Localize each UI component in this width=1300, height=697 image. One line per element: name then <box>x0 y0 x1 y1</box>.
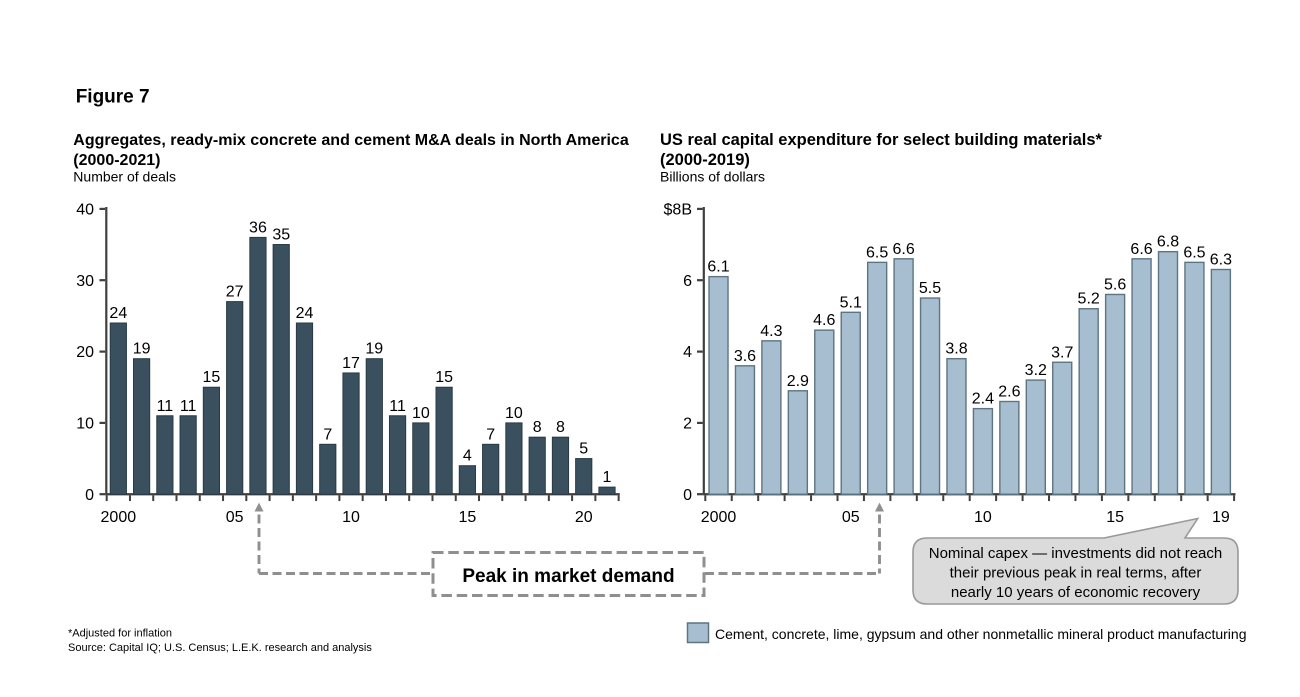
svg-text:10: 10 <box>505 405 523 422</box>
svg-text:2.4: 2.4 <box>972 391 994 408</box>
svg-text:8: 8 <box>533 419 542 436</box>
svg-text:10: 10 <box>342 509 360 526</box>
svg-text:(2000-2021): (2000-2021) <box>73 152 160 169</box>
svg-text:0: 0 <box>85 487 94 504</box>
svg-text:1: 1 <box>603 469 612 486</box>
svg-text:2000: 2000 <box>701 509 737 526</box>
svg-text:8: 8 <box>556 419 565 436</box>
svg-text:11: 11 <box>180 398 197 415</box>
svg-text:15: 15 <box>435 369 453 386</box>
svg-text:2000: 2000 <box>101 509 137 526</box>
svg-text:19: 19 <box>1212 509 1230 526</box>
svg-text:4.3: 4.3 <box>760 323 782 340</box>
svg-text:30: 30 <box>76 273 94 290</box>
svg-text:24: 24 <box>296 305 314 322</box>
svg-text:7: 7 <box>486 426 495 443</box>
svg-text:$8B: $8B <box>664 202 692 219</box>
svg-text:3.8: 3.8 <box>945 341 967 358</box>
svg-text:19: 19 <box>133 341 151 358</box>
svg-text:11: 11 <box>157 398 174 415</box>
svg-text:27: 27 <box>226 284 244 301</box>
svg-text:20: 20 <box>575 509 593 526</box>
svg-text:6.6: 6.6 <box>892 241 914 258</box>
svg-text:Nominal capex — investments di: Nominal capex — investments did not reac… <box>929 545 1222 562</box>
svg-text:6.8: 6.8 <box>1157 234 1179 251</box>
svg-text:Cement, concrete, lime, gypsum: Cement, concrete, lime, gypsum and other… <box>715 626 1246 642</box>
svg-text:their previous peak in real te: their previous peak in real terms, after <box>950 565 1202 582</box>
svg-text:US real capital expenditure fo: US real capital expenditure for select b… <box>660 131 1103 149</box>
svg-text:05: 05 <box>842 509 860 526</box>
svg-text:10: 10 <box>974 509 992 526</box>
svg-text:0: 0 <box>683 487 692 504</box>
svg-text:35: 35 <box>272 227 290 244</box>
svg-text:4: 4 <box>463 448 472 465</box>
svg-text:Peak in market demand: Peak in market demand <box>462 566 674 587</box>
svg-text:6.3: 6.3 <box>1210 252 1232 269</box>
svg-text:5: 5 <box>579 441 588 458</box>
svg-text:3.2: 3.2 <box>1025 362 1047 379</box>
svg-text:5.5: 5.5 <box>919 280 941 297</box>
svg-text:6: 6 <box>683 273 692 290</box>
svg-text:6.5: 6.5 <box>1183 244 1205 261</box>
svg-text:5.6: 5.6 <box>1104 276 1126 293</box>
svg-text:36: 36 <box>249 219 267 236</box>
svg-text:3.7: 3.7 <box>1051 344 1073 361</box>
svg-text:Billions of dollars: Billions of dollars <box>660 168 765 184</box>
svg-text:24: 24 <box>109 305 127 322</box>
svg-text:4: 4 <box>683 344 692 361</box>
svg-text:Aggregates, ready-mix concrete: Aggregates, ready-mix concrete and cemen… <box>73 132 629 149</box>
svg-text:6.5: 6.5 <box>866 244 888 261</box>
svg-text:20: 20 <box>76 344 94 361</box>
svg-text:5.2: 5.2 <box>1078 291 1100 308</box>
svg-text:*Adjusted for inflation: *Adjusted for inflation <box>68 628 172 640</box>
svg-text:Figure 7: Figure 7 <box>76 87 150 108</box>
svg-text:2.9: 2.9 <box>787 373 809 390</box>
svg-text:Source: Capital IQ; U.S. Censu: Source: Capital IQ; U.S. Census; L.E.K. … <box>68 642 372 654</box>
svg-text:3.6: 3.6 <box>734 348 756 365</box>
svg-text:4.6: 4.6 <box>813 312 835 329</box>
svg-text:19: 19 <box>365 341 383 358</box>
svg-text:(2000-2019): (2000-2019) <box>660 151 750 169</box>
svg-text:7: 7 <box>323 426 332 443</box>
svg-text:2: 2 <box>683 416 692 433</box>
svg-text:2.6: 2.6 <box>998 384 1020 401</box>
svg-text:15: 15 <box>1106 509 1124 526</box>
svg-text:17: 17 <box>342 355 360 372</box>
svg-text:15: 15 <box>203 369 221 386</box>
svg-text:nearly 10 years of economic re: nearly 10 years of economic recovery <box>951 584 1201 601</box>
svg-text:5.1: 5.1 <box>840 294 862 311</box>
svg-text:40: 40 <box>76 202 94 219</box>
svg-text:6.1: 6.1 <box>707 259 729 276</box>
svg-text:10: 10 <box>76 416 94 433</box>
svg-text:11: 11 <box>389 398 406 415</box>
svg-text:10: 10 <box>412 405 430 422</box>
svg-text:6.6: 6.6 <box>1130 241 1152 258</box>
svg-text:05: 05 <box>226 509 244 526</box>
svg-text:Number of deals: Number of deals <box>73 168 176 184</box>
svg-text:15: 15 <box>458 509 476 526</box>
